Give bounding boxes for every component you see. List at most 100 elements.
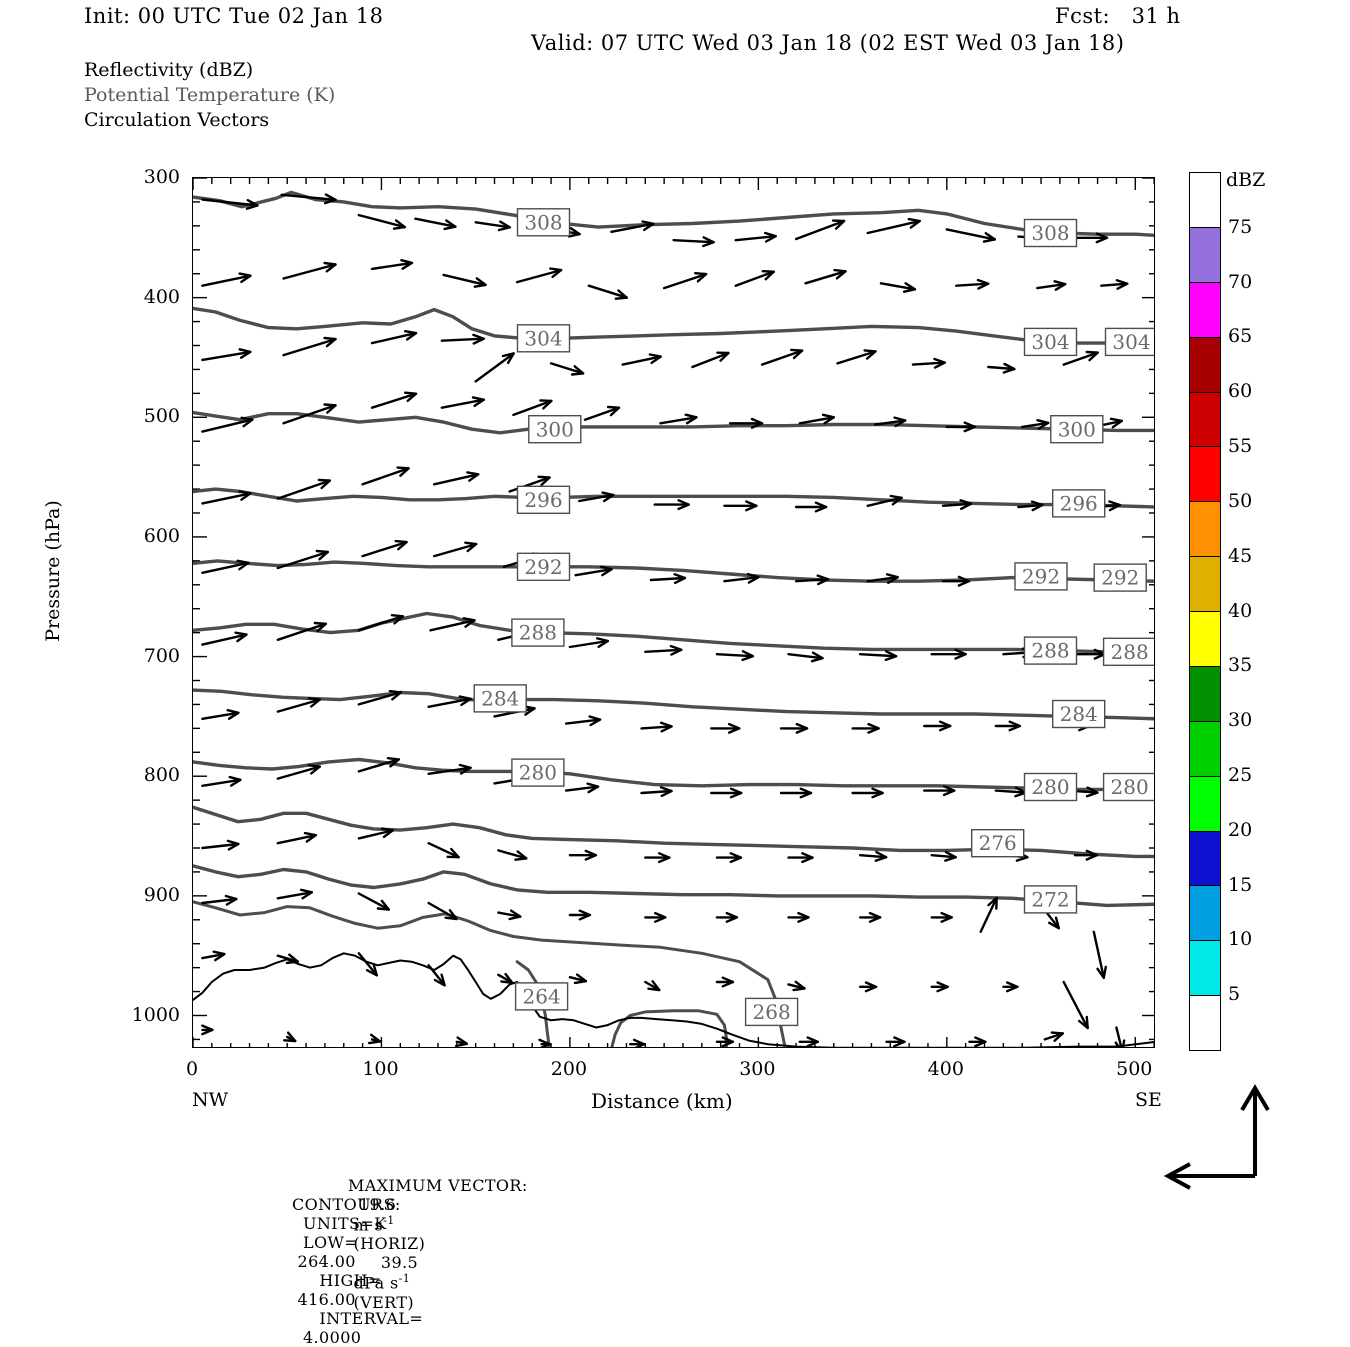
colorbar-band-10: [1190, 447, 1220, 503]
vector-arrow: [787, 980, 806, 992]
vector-arrow: [276, 478, 332, 500]
theta-contour-280: [193, 757, 1154, 792]
vector-arrow: [515, 267, 563, 284]
field-legend: Reflectivity (dBZ) Potential Temperature…: [84, 58, 335, 133]
vector-arrow: [659, 413, 698, 425]
contours-high-label: HIGH=: [319, 1271, 382, 1290]
vector-arrow: [282, 336, 337, 357]
circulation-vectors: [201, 193, 1129, 1047]
vector-arrow: [923, 785, 956, 797]
vector-arrow: [879, 282, 917, 293]
vector-arrow: [427, 901, 458, 921]
contours-caption: CONTOURS: UNITS=K LOW= 264.00 HIGH= 416.…: [281, 1176, 423, 1347]
contour-labels: 308 308 304 304 304 300 300 296 296 292 292 292 288 2…: [473, 208, 1154, 1027]
vector-arrow: [734, 231, 777, 243]
contour-label: 280: [1102, 772, 1154, 802]
theta-contour-308: [193, 190, 1154, 237]
contour-label-text: 272: [1031, 887, 1069, 911]
vector-arrow: [201, 631, 248, 646]
contours-interval-label: INTERVAL=: [319, 1309, 424, 1328]
contour-label: 280: [511, 758, 565, 787]
theta-contour-272: [193, 864, 1154, 908]
valid-time-label: Valid: 07 UTC Wed 03 Jan 18 (02 EST Wed …: [531, 31, 1125, 55]
contour-label: 268: [744, 997, 799, 1027]
vector-arrow: [427, 695, 472, 708]
vector-arrow: [282, 1031, 297, 1043]
vector-arrow: [201, 1024, 214, 1036]
contour-label-text: 276: [979, 831, 1017, 855]
vector-arrow: [367, 1033, 382, 1045]
vector-arrow: [276, 831, 318, 845]
terrain-surface: [193, 952, 1154, 1047]
vector-arrow: [201, 839, 240, 851]
vector-arrow: [794, 574, 830, 586]
vector-arrow: [201, 950, 226, 962]
vector-arrow: [710, 722, 741, 734]
vector-arrow: [474, 352, 515, 383]
contours-low-label: LOW=: [302, 1233, 359, 1252]
colorbar-tick-25: 25: [1228, 763, 1253, 786]
contour-label-text: 292: [1022, 564, 1060, 588]
colorbar-band-14: [1190, 227, 1220, 283]
vector-arrow: [710, 787, 743, 799]
vector-arrow: [282, 403, 337, 425]
vector-arrow: [370, 391, 418, 409]
contour-label: 296: [1052, 489, 1106, 518]
theta-contour-268: [193, 900, 787, 1047]
contour-label: 300: [528, 414, 582, 444]
x-tick-300: 300: [739, 1058, 776, 1080]
y-tick-400: 400: [143, 285, 180, 308]
colorbar-tick-50: 50: [1228, 489, 1253, 512]
vector-arrow: [568, 973, 588, 985]
vector-arrow: [370, 329, 418, 345]
contour-label: 292: [1093, 563, 1147, 592]
vector-arrow: [429, 617, 476, 632]
theta-contour-284: [193, 688, 1154, 721]
contour-label: 308: [1023, 218, 1078, 248]
colorbar-unit-label: dBZ: [1226, 169, 1266, 191]
contour-label-text: 264: [523, 984, 561, 1008]
vector-arrow: [955, 278, 990, 290]
contours-interval-value: 4.0000: [302, 1328, 362, 1347]
colorbar-tick-40: 40: [1228, 599, 1253, 622]
vector-arrow: [941, 575, 971, 587]
contour-label-text: 280: [1111, 775, 1149, 799]
vector-arrow: [568, 909, 592, 921]
vector-arrow: [201, 272, 252, 287]
contour-label: 304: [516, 324, 571, 353]
colorbar-band-4: [1190, 776, 1220, 832]
legend-reflectivity: Reflectivity (dBZ): [84, 59, 254, 81]
vector-arrow: [201, 348, 252, 362]
vector-arrow: [357, 614, 405, 632]
colorbar-tick-15: 15: [1228, 873, 1253, 896]
vector-arrow: [357, 827, 395, 840]
vector-arrow: [1073, 849, 1099, 861]
vector-arrow: [357, 892, 391, 911]
colorbar-band-15: [1190, 173, 1220, 228]
vector-arrow: [644, 911, 667, 923]
contour-label-text: 284: [481, 686, 519, 710]
vector-arrow: [427, 964, 446, 987]
colorbar-band-13: [1190, 282, 1220, 338]
vector-arrow: [930, 850, 957, 862]
y-axis-title: Pressure (hPa): [42, 500, 64, 642]
colorbar-band-11: [1190, 392, 1220, 448]
vector-arrow: [1100, 278, 1129, 290]
contour-label-text: 304: [1112, 330, 1150, 354]
vector-arrow: [276, 621, 328, 641]
forecast-hour-label: Fcst: 31 h: [1055, 4, 1181, 28]
plot-canvas: 308 308 304 304 304 300 300 296 296 292 292 292 288 2…: [193, 178, 1154, 1047]
vector-arrow: [276, 697, 322, 713]
x-tick-400: 400: [927, 1058, 964, 1080]
vector-arrow: [610, 220, 655, 233]
vector-arrow: [779, 787, 813, 799]
vector-arrow: [568, 637, 610, 649]
vector-arrow: [798, 1036, 819, 1047]
vector-arrow: [361, 539, 408, 558]
vector-arrow: [644, 644, 683, 656]
vector-arrow: [930, 981, 949, 993]
colorbar-band-8: [1190, 557, 1220, 612]
vector-arrow: [587, 284, 628, 300]
vector-arrow: [644, 980, 661, 992]
contour-label: 292: [1014, 562, 1068, 591]
